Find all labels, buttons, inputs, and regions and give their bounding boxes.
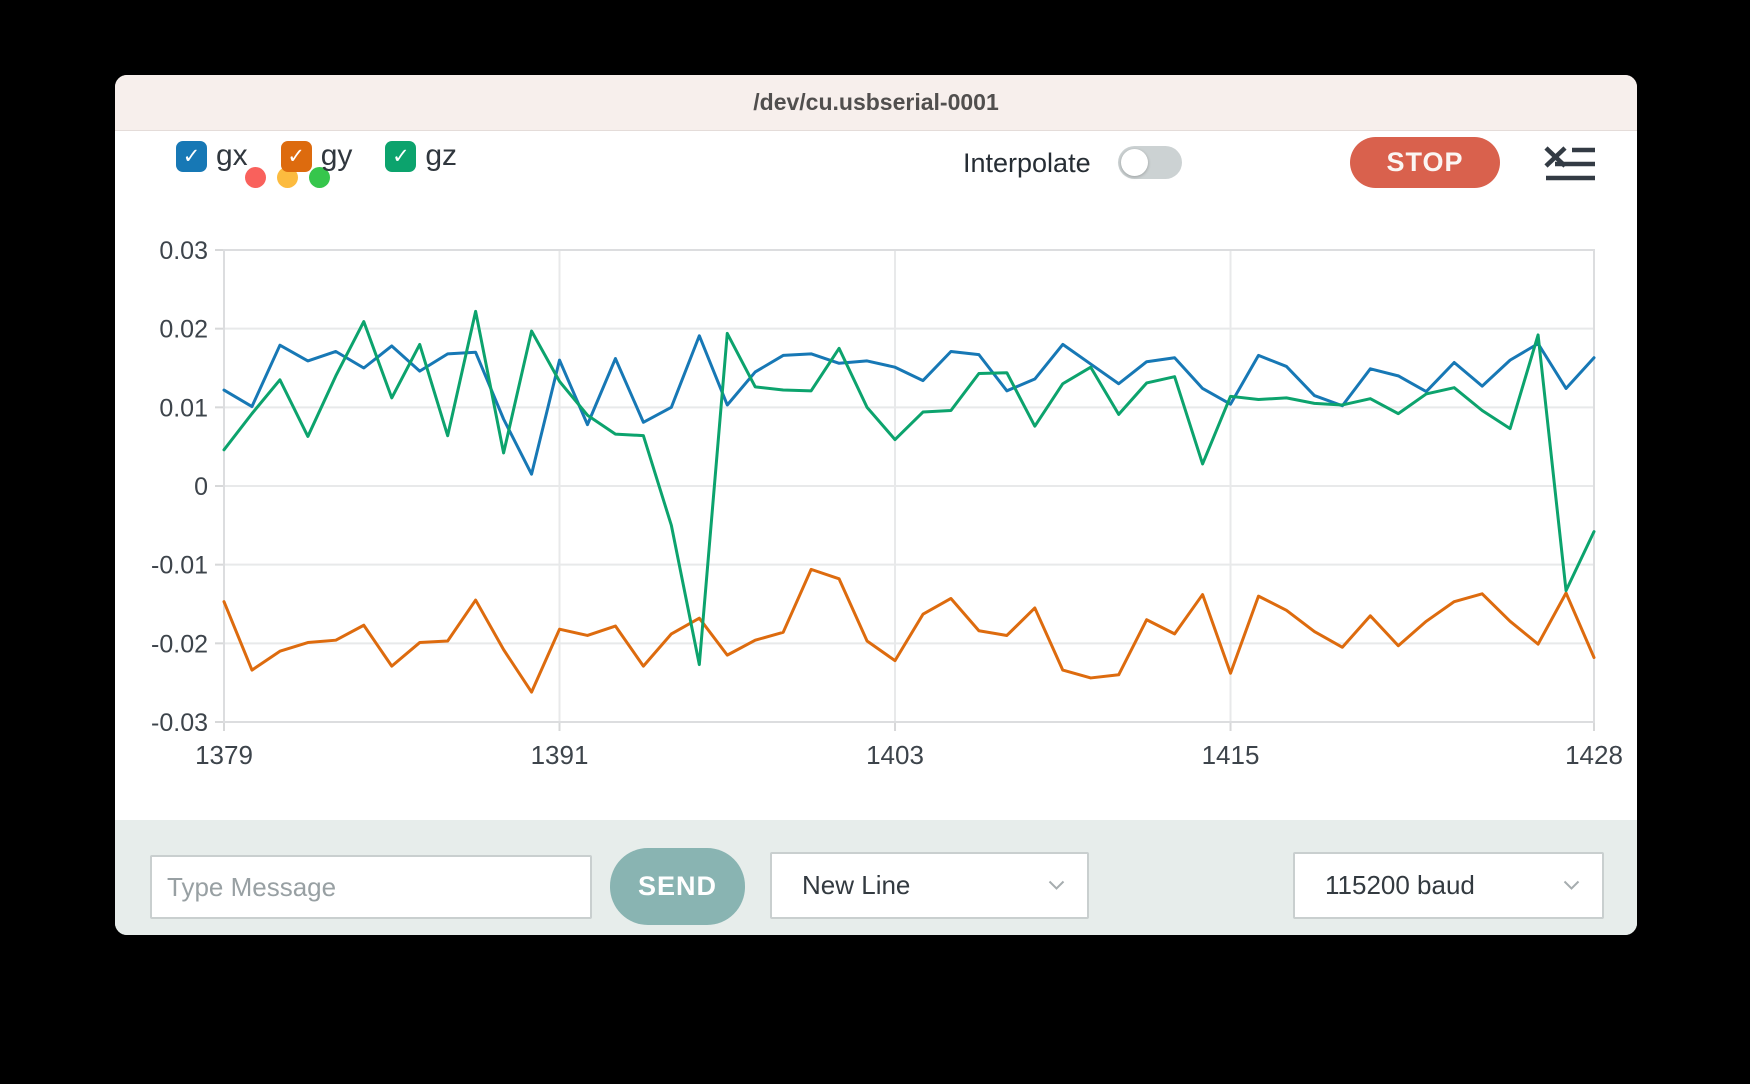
chevron-down-icon: [1563, 880, 1580, 890]
close-button[interactable]: [245, 167, 266, 188]
baud-rate-value: 115200 baud: [1325, 870, 1475, 900]
y-tick-label: 0.02: [159, 316, 208, 344]
y-tick-label: -0.02: [151, 630, 208, 658]
line-ending-value: New Line: [802, 870, 911, 900]
stop-button[interactable]: STOP: [1350, 137, 1500, 188]
chevron-down-icon: [1048, 880, 1065, 890]
window-title: /dev/cu.usbserial-0001: [753, 89, 999, 115]
minimize-button[interactable]: [277, 167, 298, 188]
x-tick-label: 1403: [866, 740, 924, 770]
send-button[interactable]: SEND: [610, 848, 745, 925]
x-tick-label: 1391: [531, 740, 589, 770]
x-tick-label: 1379: [195, 740, 253, 770]
plot-border: [223, 249, 1595, 723]
zoom-button[interactable]: [309, 167, 330, 188]
serial-plotter-window: /dev/cu.usbserial-0001 ✓ gx ✓ gy ✓ gz In…: [115, 75, 1637, 935]
gx-checkbox[interactable]: ✓: [176, 140, 207, 172]
series-legend: ✓ gx ✓ gy ✓ gz: [176, 139, 457, 173]
legend-item-gy[interactable]: ✓ gy: [280, 139, 353, 173]
clear-log-list-icon[interactable]: [1543, 145, 1597, 190]
y-tick-label: -0.03: [151, 709, 208, 737]
interpolate-toggle[interactable]: [1118, 146, 1182, 179]
x-tick-label: 1415: [1202, 740, 1260, 770]
legend-item-gz[interactable]: ✓ gz: [385, 139, 457, 173]
toggle-knob-icon: [1121, 149, 1148, 176]
series-line-gx: [222, 334, 1596, 476]
legend-label: gz: [425, 139, 458, 172]
legend-label: gy: [320, 139, 353, 172]
plot-area[interactable]: 0.03 0.02 0.01 0 -0.01 -0.02 -0.03 1379 1391 1403…: [130, 230, 1637, 770]
series-line-gz: [222, 309, 1596, 667]
y-tick-label: 0.01: [159, 394, 208, 422]
message-input[interactable]: [150, 855, 592, 919]
x-tick-label: 1428: [1565, 740, 1623, 770]
y-tick-label: 0: [194, 473, 208, 501]
gy-checkbox[interactable]: ✓: [280, 140, 312, 172]
series-line-gy: [222, 567, 1596, 694]
check-icon: ✓: [392, 144, 410, 168]
check-icon: ✓: [182, 144, 201, 168]
y-tick-label: 0.03: [159, 237, 208, 265]
titlebar: /dev/cu.usbserial-0001: [115, 75, 1637, 131]
y-tick-label: -0.01: [151, 552, 208, 580]
check-icon: ✓: [287, 144, 305, 168]
gz-checkbox[interactable]: ✓: [385, 140, 417, 172]
message-bar: SEND New Line 115200 baud: [115, 820, 1637, 935]
interpolate-label: Interpolate: [963, 148, 1091, 178]
legend-label: gx: [216, 139, 248, 172]
legend-item-gx[interactable]: ✓ gx: [176, 139, 248, 173]
line-ending-select[interactable]: New Line: [770, 852, 1089, 919]
baud-rate-select[interactable]: 115200 baud: [1293, 852, 1604, 919]
